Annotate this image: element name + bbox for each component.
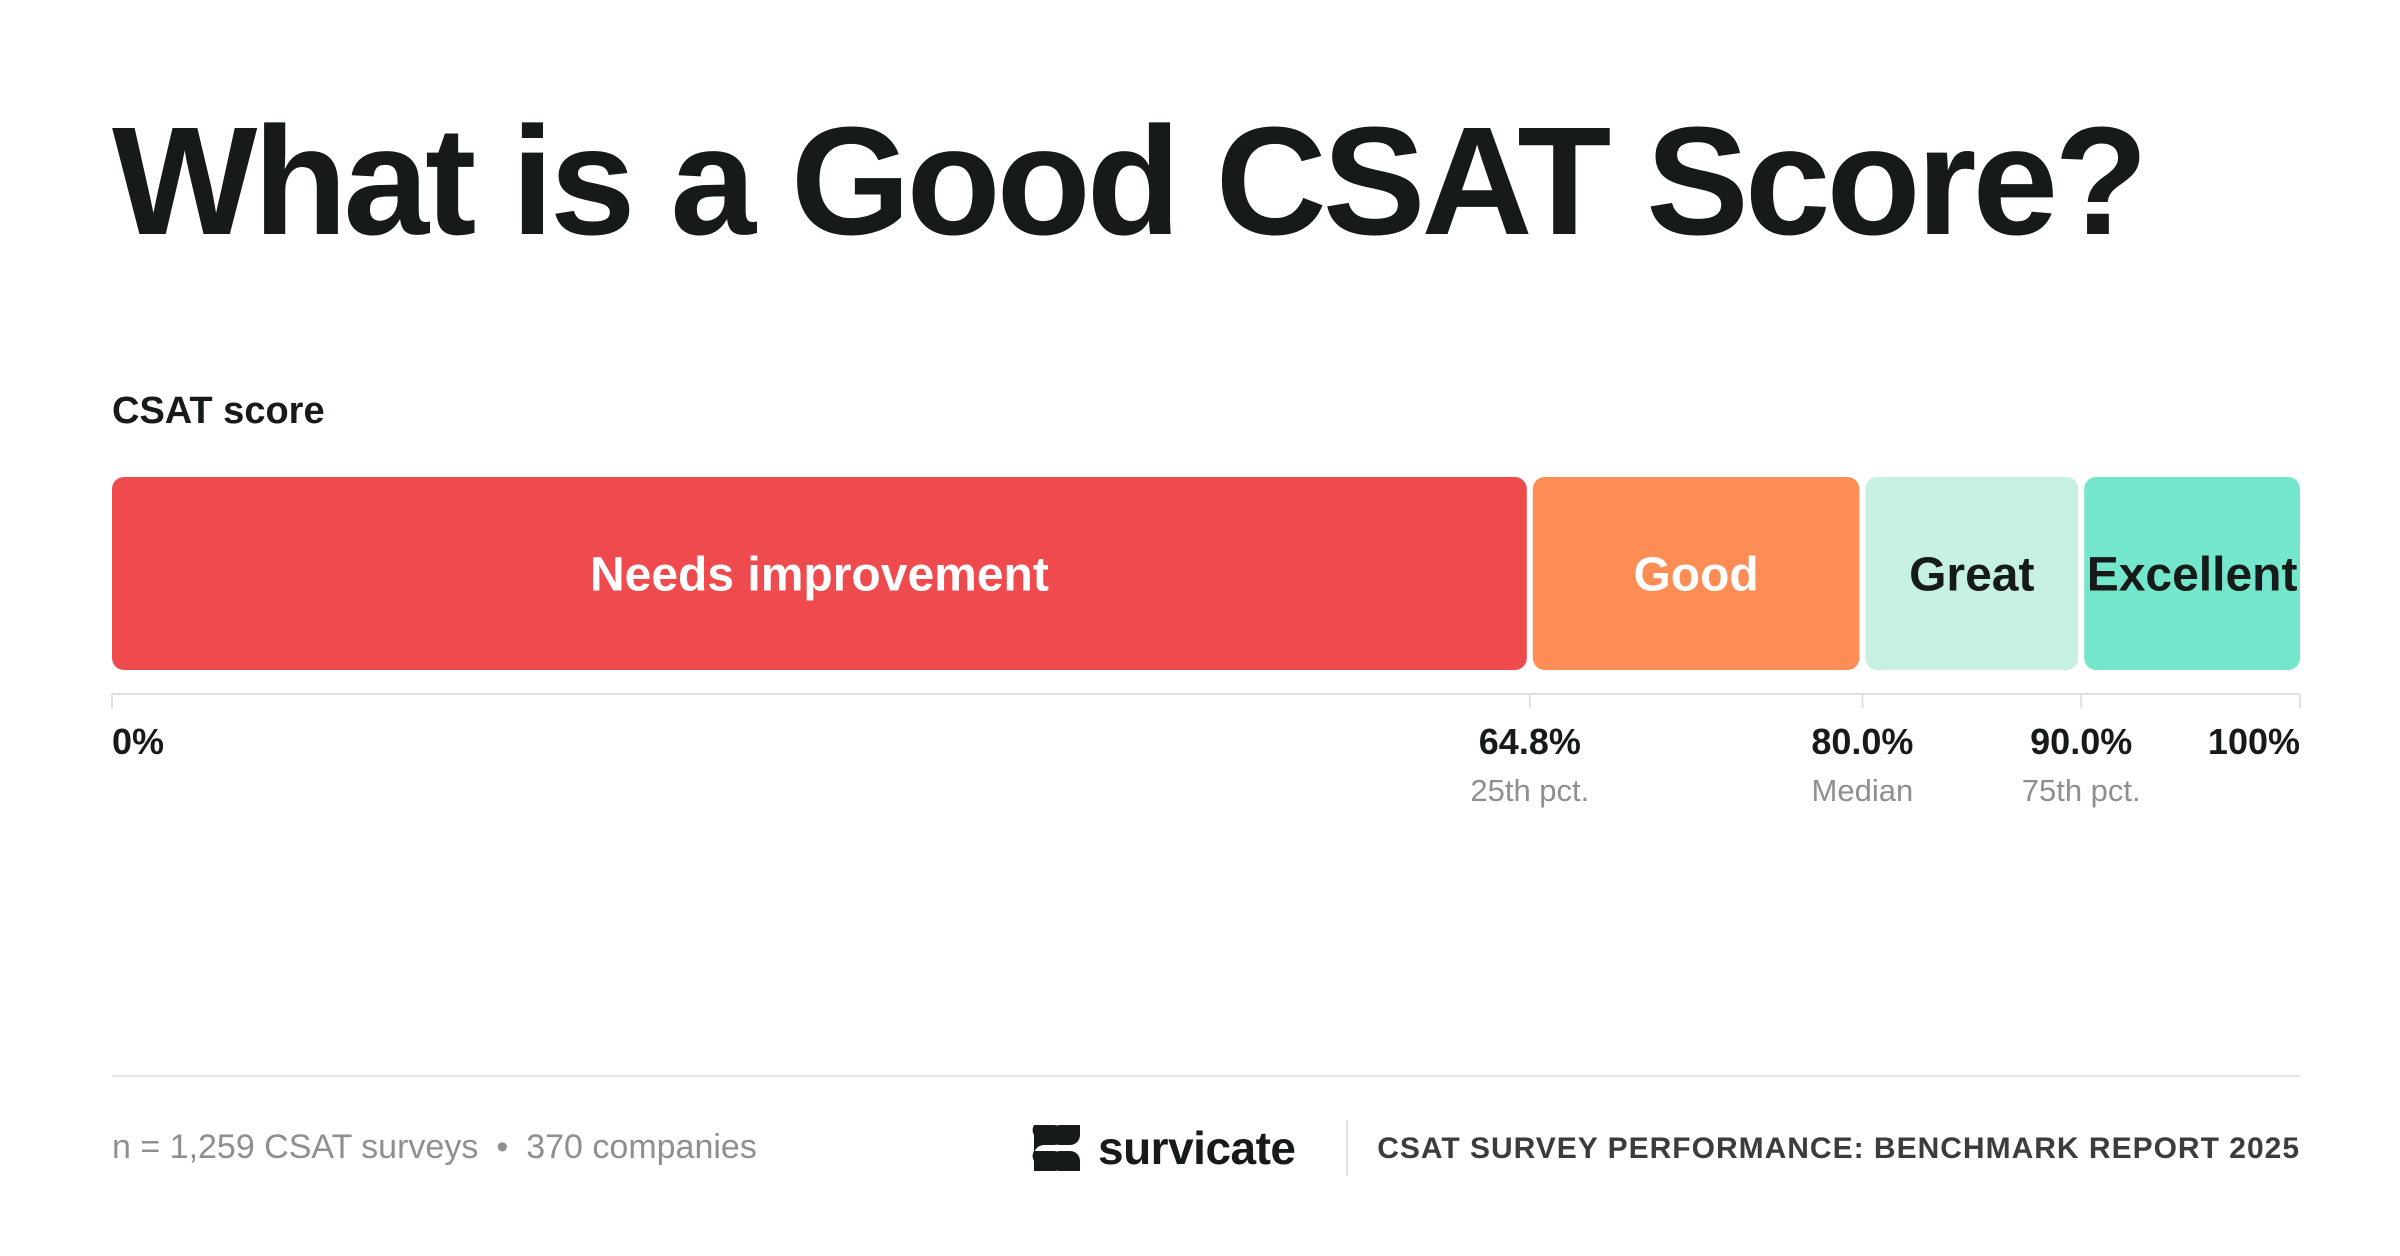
x-tick-label: 90.0% — [2030, 721, 2132, 762]
x-tick-label: 100% — [2208, 721, 2300, 762]
brand-divider — [1346, 1120, 1348, 1176]
segment-needs-improvement — [112, 477, 1527, 670]
company-count-text: 370 companies — [526, 1128, 757, 1166]
brand-logo: survicate — [1030, 1118, 1296, 1178]
survicate-logo-icon — [1032, 1125, 1080, 1171]
x-tick-sublabel: Median — [1812, 773, 1914, 808]
chart-subtitle: CSAT score — [112, 390, 325, 432]
sample-footnote: n = 1,259 CSAT surveys • 370 companies — [112, 1128, 757, 1167]
segment-label-great: Great — [1909, 549, 2034, 602]
x-tick-sublabel: 75th pct. — [2022, 773, 2141, 808]
page-title: What is a Good CSAT Score? — [112, 95, 2148, 267]
x-tick-label: 80.0% — [1811, 721, 1913, 762]
csat-range-chart: Needs improvement Good Great Excellent 0% 64.… — [111, 477, 2301, 808]
x-tick-sublabel: 25th pct. — [1470, 773, 1589, 808]
x-tick-label: 64.8% — [1479, 721, 1581, 762]
segment-excellent — [2084, 477, 2300, 670]
footer-divider — [112, 1075, 2300, 1077]
segment-label-needs-improvement: Needs improvement — [590, 549, 1049, 602]
segment-label-excellent: Excellent — [2087, 549, 2298, 602]
segment-great — [1865, 477, 2079, 670]
brand-name: survicate — [1098, 1122, 1296, 1174]
report-title: CSAT SURVEY PERFORMANCE: BENCHMARK REPOR… — [1377, 1132, 2300, 1165]
sample-size-text: n = 1,259 CSAT surveys — [112, 1128, 479, 1166]
footnote-separator: • — [496, 1128, 509, 1166]
x-tick-label: 0% — [112, 721, 164, 762]
segment-good — [1532, 477, 1860, 670]
segment-label-good: Good — [1633, 549, 1758, 602]
